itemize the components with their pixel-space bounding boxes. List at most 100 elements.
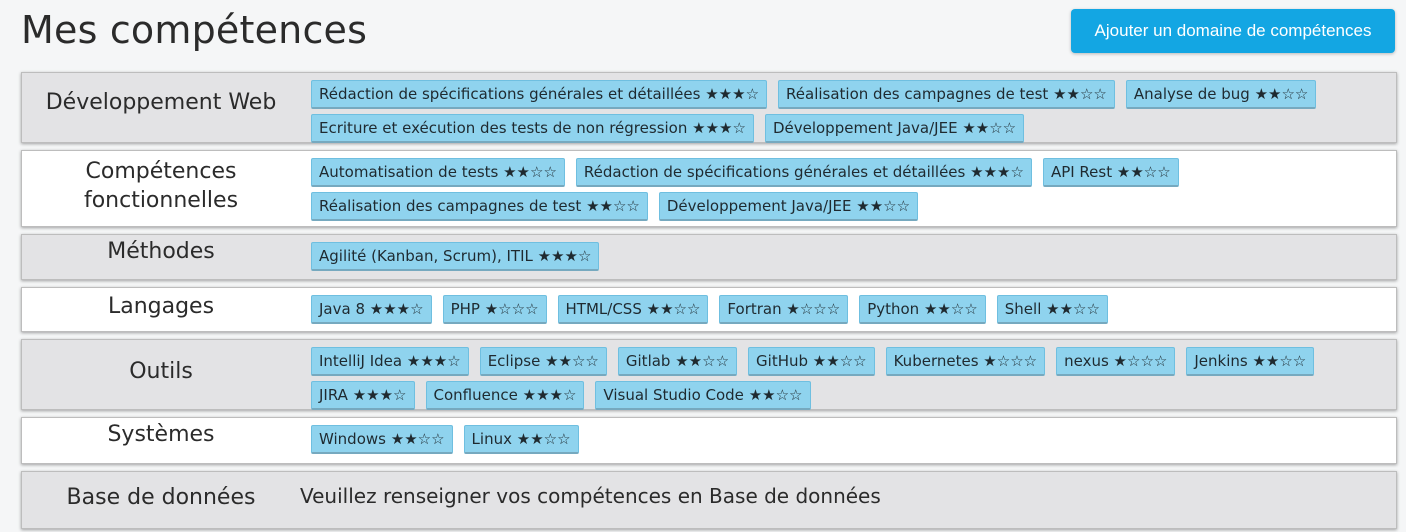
skill-chip[interactable]: Ecriture et exécution des tests de non r…: [311, 114, 754, 143]
skill-rating-stars: ★★☆☆: [1046, 300, 1100, 318]
domain-row-langages[interactable]: Langages Java 8 ★★★☆ PHP ★☆☆☆ HTML/CSS ★…: [21, 287, 1397, 332]
domain-row-developpement-web[interactable]: Développement Web Rédaction de spécifica…: [21, 72, 1397, 143]
skill-rating-stars: ★★☆☆: [962, 119, 1017, 137]
skill-chip[interactable]: Réalisation des campagnes de test ★★☆☆: [778, 80, 1115, 109]
skill-chip[interactable]: nexus ★☆☆☆: [1056, 347, 1176, 376]
domain-label: Compétences fonctionnelles: [83, 159, 239, 213]
skill-chip[interactable]: IntelliJ Idea ★★★☆: [311, 347, 469, 376]
skill-rating-stars: ★★☆☆: [1116, 163, 1171, 181]
skill-name: IntelliJ Idea: [319, 352, 403, 370]
skill-rating-stars: ★★☆☆: [1053, 85, 1107, 103]
domain-label: Méthodes: [107, 239, 215, 264]
skill-chip[interactable]: Fortran ★☆☆☆: [719, 295, 849, 324]
skill-rating-stars: ★★★☆: [369, 300, 424, 318]
skill-list: Rédaction de spécifications générales et…: [300, 73, 1396, 143]
skill-name: PHP: [450, 300, 480, 318]
skill-rating-stars: ★★★☆: [352, 386, 407, 404]
skill-name: Kubernetes: [893, 352, 979, 370]
skill-rating-stars: ★★☆☆: [503, 163, 557, 181]
skill-name: JIRA: [319, 386, 348, 404]
skill-rating-stars: ★★☆☆: [812, 352, 867, 370]
skill-name: Jenkins: [1194, 352, 1248, 370]
skill-name: Shell: [1004, 300, 1042, 318]
skill-rating-stars: ★★☆☆: [390, 430, 445, 448]
skill-chip[interactable]: Kubernetes ★☆☆☆: [885, 347, 1046, 376]
skill-rating-stars: ★☆☆☆: [1113, 352, 1168, 370]
skill-chip[interactable]: Automatisation de tests ★★☆☆: [311, 158, 565, 187]
domain-row-systemes[interactable]: Systèmes Windows ★★☆☆ Linux ★★☆☆: [21, 417, 1397, 464]
skill-rating-stars: ★★★☆: [705, 85, 760, 103]
skill-name: Agilité (Kanban, Scrum), ITIL: [319, 247, 538, 265]
skill-list: IntelliJ Idea ★★★☆ Eclipse ★★☆☆ Gitlab ★…: [300, 340, 1396, 410]
domain-row-outils[interactable]: Outils IntelliJ Idea ★★★☆ Eclipse ★★☆☆ G…: [21, 339, 1397, 410]
skill-rating-stars: ★★☆☆: [646, 300, 701, 318]
domain-row-methodes[interactable]: Méthodes Agilité (Kanban, Scrum), ITIL ★…: [21, 234, 1397, 280]
domains-list: Développement Web Rédaction de spécifica…: [21, 72, 1397, 532]
skill-name: Réalisation des campagnes de test: [786, 85, 1049, 103]
skill-rating-stars: ★★☆☆: [545, 352, 599, 370]
skill-rating-stars: ★★★☆: [537, 247, 592, 265]
skill-name: nexus: [1064, 352, 1109, 370]
skill-chip[interactable]: HTML/CSS ★★☆☆: [557, 295, 709, 324]
skill-rating-stars: ★★☆☆: [1254, 85, 1309, 103]
skill-name: Automatisation de tests: [319, 163, 499, 181]
domain-label: Systèmes: [107, 422, 215, 447]
skill-chip[interactable]: API Rest ★★☆☆: [1042, 158, 1179, 187]
skill-chip[interactable]: Visual Studio Code ★★☆☆: [595, 381, 811, 410]
skill-name: Java 8: [319, 300, 365, 318]
skill-chip[interactable]: Eclipse ★★☆☆: [479, 347, 607, 376]
skill-name: Linux: [471, 430, 512, 448]
skill-name: Rédaction de spécifications générales et…: [319, 85, 701, 103]
skill-name: Gitlab: [625, 352, 671, 370]
domain-label: Outils: [129, 359, 193, 384]
skill-name: Ecriture et exécution des tests de non r…: [319, 119, 688, 137]
skill-rating-stars: ★★☆☆: [856, 197, 911, 215]
skill-rating-stars: ★★☆☆: [516, 430, 571, 448]
skill-name: Développement Java/JEE: [666, 197, 852, 215]
skill-name: Windows: [319, 430, 386, 448]
skill-list: Java 8 ★★★☆ PHP ★☆☆☆ HTML/CSS ★★☆☆ Fortr…: [300, 288, 1396, 331]
skill-chip[interactable]: Développement Java/JEE ★★☆☆: [764, 114, 1025, 143]
skill-chip[interactable]: Réalisation des campagnes de test ★★☆☆: [311, 192, 648, 221]
empty-skills-message: Veuillez renseigner vos compétences en B…: [300, 484, 881, 508]
skill-chip[interactable]: Confluence ★★★☆: [425, 381, 585, 410]
skill-list: Veuillez renseigner vos compétences en B…: [300, 472, 1396, 528]
skill-chip[interactable]: Rédaction de spécifications générales et…: [311, 80, 768, 109]
add-domain-button[interactable]: Ajouter un domaine de compétences: [1071, 9, 1395, 53]
skill-chip[interactable]: JIRA ★★★☆: [311, 381, 415, 410]
skill-name: Eclipse: [487, 352, 541, 370]
skill-name: HTML/CSS: [565, 300, 642, 318]
skill-name: Python: [867, 300, 920, 318]
skill-chip[interactable]: Analyse de bug ★★☆☆: [1125, 80, 1317, 109]
skill-rating-stars: ★★★☆: [406, 352, 461, 370]
skill-rating-stars: ★★★☆: [970, 163, 1024, 181]
skill-name: Analyse de bug: [1133, 85, 1250, 103]
domain-label: Langages: [107, 294, 215, 319]
skill-chip[interactable]: Java 8 ★★★☆: [311, 295, 432, 324]
skill-list: Agilité (Kanban, Scrum), ITIL ★★★☆: [300, 235, 1396, 279]
skill-rating-stars: ★★☆☆: [748, 386, 803, 404]
skill-rating-stars: ★★☆☆: [923, 300, 978, 318]
skill-chip[interactable]: GitHub ★★☆☆: [748, 347, 875, 376]
skill-chip[interactable]: Windows ★★☆☆: [311, 425, 453, 454]
skill-list: Windows ★★☆☆ Linux ★★☆☆: [300, 418, 1396, 463]
skill-chip[interactable]: Rédaction de spécifications générales et…: [575, 158, 1032, 187]
skill-name: Confluence: [433, 386, 518, 404]
domain-row-base-de-donnees[interactable]: Base de données Veuillez renseigner vos …: [21, 471, 1397, 529]
skill-chip[interactable]: Agilité (Kanban, Scrum), ITIL ★★★☆: [311, 242, 600, 271]
skill-chip[interactable]: Python ★★☆☆: [859, 295, 986, 324]
skill-name: GitHub: [756, 352, 809, 370]
skill-chip[interactable]: PHP ★☆☆☆: [442, 295, 547, 324]
skill-rating-stars: ★☆☆☆: [484, 300, 539, 318]
domain-label: Base de données: [66, 485, 256, 510]
skill-chip[interactable]: Développement Java/JEE ★★☆☆: [658, 192, 919, 221]
skill-rating-stars: ★★☆☆: [675, 352, 730, 370]
domain-row-competences-fonctionnelles[interactable]: Compétences fonctionnelles Automatisatio…: [21, 150, 1397, 227]
skill-chip[interactable]: Gitlab ★★☆☆: [617, 347, 738, 376]
skill-chip[interactable]: Jenkins ★★☆☆: [1186, 347, 1315, 376]
skill-chip[interactable]: Linux ★★☆☆: [463, 425, 579, 454]
skill-rating-stars: ★★★☆: [692, 119, 746, 137]
skill-rating-stars: ★☆☆☆: [983, 352, 1038, 370]
skill-chip[interactable]: Shell ★★☆☆: [996, 295, 1108, 324]
skill-name: API Rest: [1050, 163, 1113, 181]
